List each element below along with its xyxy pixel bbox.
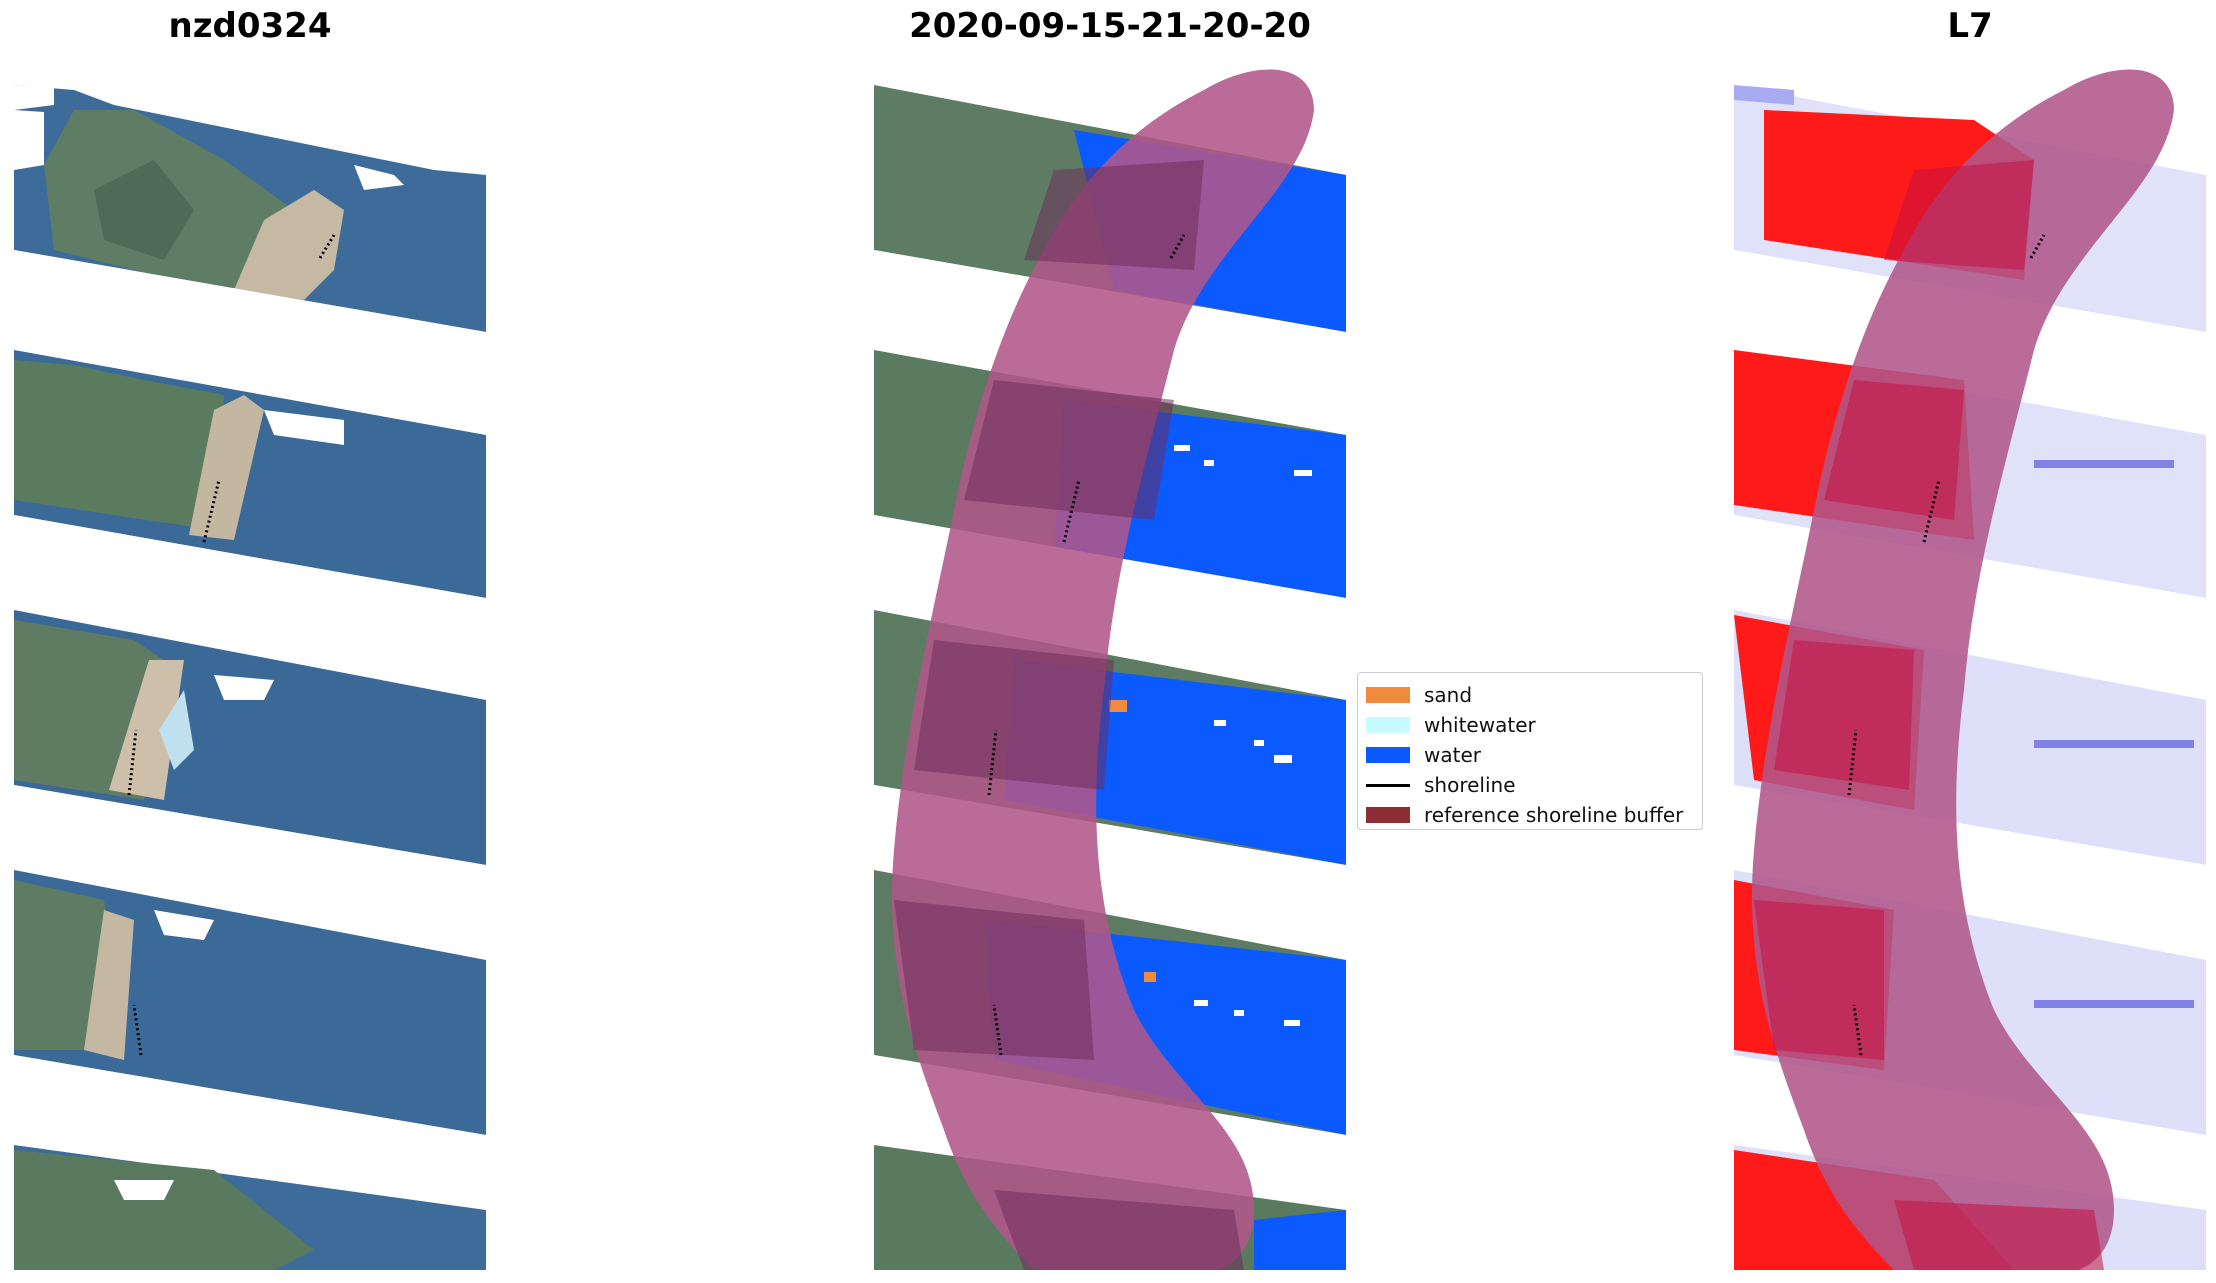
- shoreline-points: [1847, 234, 2046, 1056]
- legend-swatch-reference-buffer: [1366, 807, 1410, 823]
- legend-label-reference-buffer: reference shoreline buffer: [1424, 803, 1684, 827]
- classification-panel: [874, 69, 1346, 1270]
- index-panel: [1734, 69, 2206, 1270]
- buffer-dark-bands: [894, 160, 1244, 1270]
- legend-label-sand: sand: [1424, 683, 1473, 707]
- shoreline-points: [987, 234, 1186, 1056]
- blue-streaks: [2034, 460, 2194, 1008]
- legend-swatch-whitewater: [1366, 717, 1410, 733]
- white-speckles: [1174, 445, 1312, 1026]
- legend-label-whitewater: whitewater: [1424, 713, 1536, 737]
- image-strips: [14, 85, 486, 1270]
- panel-title-index: L7: [1947, 6, 1993, 46]
- legend-swatch-sand: [1366, 687, 1410, 703]
- rgb-image-panel: [14, 85, 486, 1270]
- legend: sand whitewater water shoreline referenc…: [1357, 672, 1703, 830]
- panel-title-classification: 2020-09-15-21-20-20: [909, 6, 1311, 46]
- legend-swatch-water: [1366, 747, 1410, 763]
- legend-label-water: water: [1424, 743, 1481, 767]
- legend-line-shoreline: [1366, 784, 1410, 787]
- shoreline-points: [127, 234, 336, 1056]
- buffer-dark-bands: [1754, 160, 2104, 1270]
- legend-label-shoreline: shoreline: [1424, 773, 1516, 797]
- panel-title-rgb: nzd0324: [168, 6, 332, 46]
